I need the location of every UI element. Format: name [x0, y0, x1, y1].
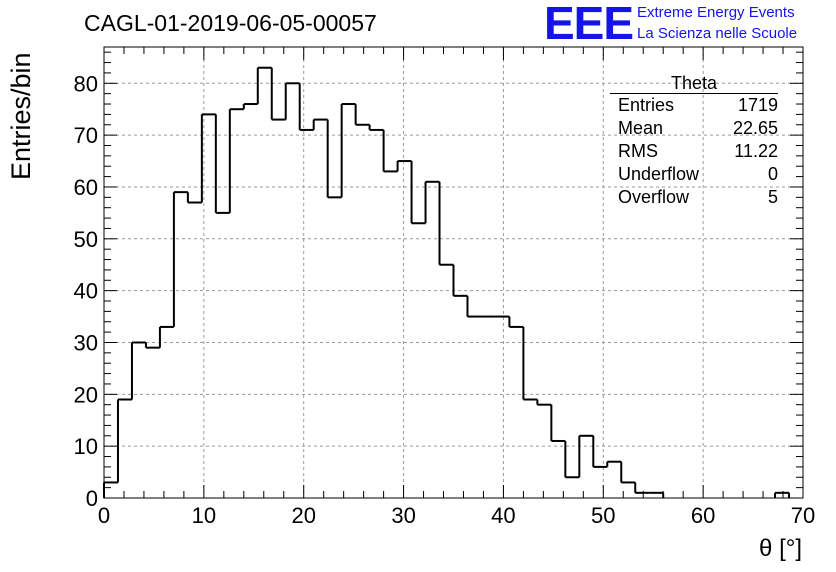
- plot-frame: [103, 46, 804, 499]
- stats-value: 22.65: [732, 118, 778, 138]
- stats-row-overflow: Overflow 5: [610, 186, 778, 209]
- y-tick-label: 50: [74, 227, 98, 252]
- stats-label: Entries: [618, 95, 675, 115]
- x-tick-label: 20: [291, 503, 315, 528]
- y-tick-label: 60: [74, 175, 98, 200]
- stats-row-underflow: Underflow 0: [610, 163, 778, 186]
- stats-title: Theta: [610, 74, 778, 94]
- stats-label: Mean: [618, 118, 664, 138]
- y-tick-label: 10: [74, 434, 98, 459]
- stats-value: 11.22: [734, 141, 778, 161]
- x-tick-label: 0: [98, 503, 110, 528]
- stats-value: 0: [767, 164, 778, 184]
- x-tick-label: 60: [691, 503, 715, 528]
- x-tick-label: 10: [192, 503, 216, 528]
- logo-line-1: Extreme Energy Events: [637, 4, 795, 21]
- x-tick-label: 50: [591, 503, 615, 528]
- y-tick-label: 20: [74, 382, 98, 407]
- eee-logo: EEE: [544, 0, 634, 49]
- logo-line-2: La Scienza nelle Scuole: [637, 25, 798, 42]
- x-tick-label: 30: [391, 503, 415, 528]
- stats-label: Underflow: [618, 164, 700, 184]
- y-axis-label: Entries/bin: [6, 52, 36, 180]
- stats-label: RMS: [618, 141, 658, 161]
- run-title: CAGL-01-2019-06-05-00057: [84, 10, 377, 36]
- stats-box: Theta Entries 1719 Mean 22.65 RMS 11.22 …: [610, 74, 778, 209]
- stats-row-mean: Mean 22.65: [610, 117, 778, 140]
- y-tick-label: 30: [74, 330, 98, 355]
- stats-value: 1719: [737, 95, 778, 115]
- x-tick-label: 70: [791, 503, 815, 528]
- x-axis-label: θ [°]: [759, 535, 802, 562]
- y-tick-label: 70: [74, 123, 98, 148]
- stats-value: 5: [767, 187, 778, 207]
- stats-label: Overflow: [618, 187, 690, 207]
- y-tick-label: 40: [74, 279, 98, 304]
- y-tick-label: 0: [86, 486, 98, 511]
- x-tick-label: 40: [491, 503, 515, 528]
- stats-row-rms: RMS 11.22: [610, 140, 778, 163]
- stats-row-entries: Entries 1719: [610, 94, 778, 117]
- y-tick-label: 80: [74, 71, 98, 96]
